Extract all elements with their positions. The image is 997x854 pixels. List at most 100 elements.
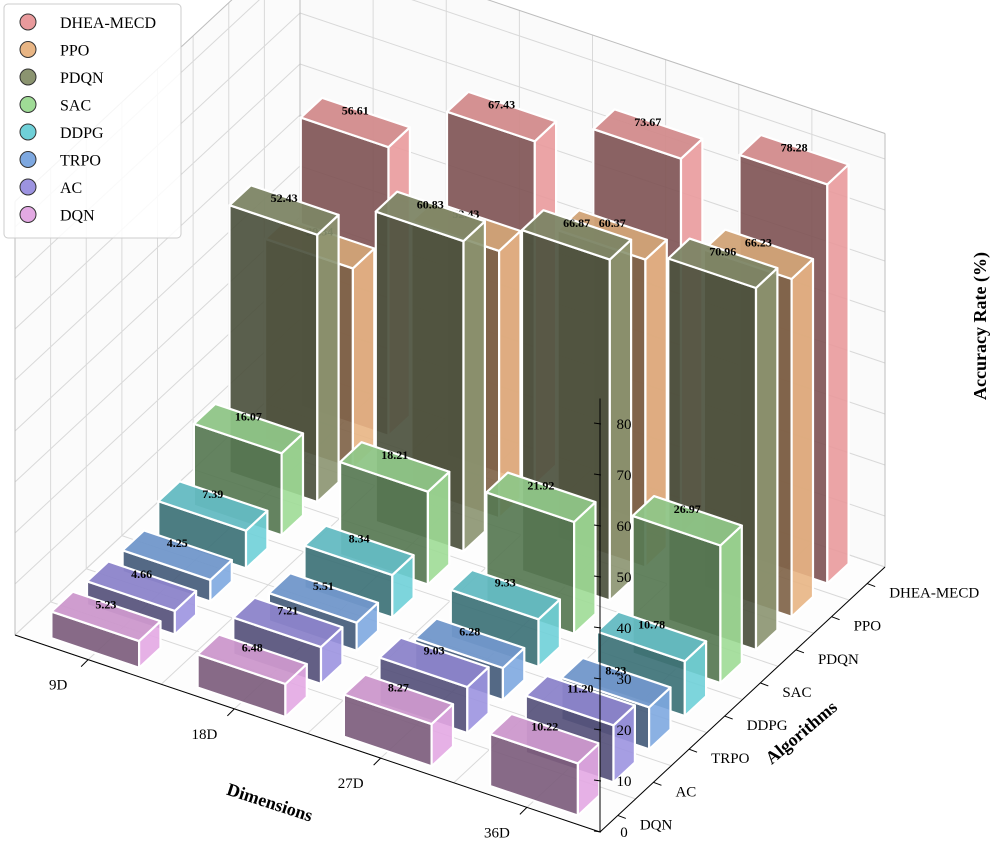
bar-top-face bbox=[667, 237, 779, 290]
y-tick-label: DQN bbox=[640, 817, 673, 833]
bar-top-face bbox=[50, 590, 162, 643]
y-axis-line bbox=[599, 566, 886, 833]
bar-value-label: 60.37 bbox=[599, 216, 626, 230]
bar-value-label: 10.78 bbox=[638, 618, 665, 632]
z-tick-label: 10 bbox=[617, 774, 632, 790]
bar-top-face bbox=[445, 90, 558, 143]
x-tick-mark bbox=[519, 807, 528, 815]
bar-value-label: 10.22 bbox=[531, 720, 558, 734]
z-tick-mark bbox=[593, 575, 602, 578]
bar-value-label: 5.51 bbox=[313, 579, 334, 593]
x-axis-line bbox=[14, 634, 601, 833]
z-axis: 0 10 20 30 40 50 60 70 80 Accuracy Rate (%) bbox=[593, 252, 991, 841]
x-tick-label: 27D bbox=[338, 776, 364, 792]
bar-dqn-9d: 5.23 bbox=[50, 590, 162, 669]
bar-value-label: 6.48 bbox=[242, 640, 263, 654]
z-tick-mark bbox=[593, 779, 602, 782]
legend-label: DHEA-MECD bbox=[60, 15, 156, 32]
bar-top-face bbox=[157, 480, 269, 532]
legend-label: DDPG bbox=[60, 125, 104, 142]
bar-top-face bbox=[489, 712, 601, 765]
y-tick-label: PDQN bbox=[818, 652, 859, 668]
legend-label: SAC bbox=[60, 98, 91, 115]
bar-value-label: 18.21 bbox=[381, 448, 408, 462]
y-tick-label: DDPG bbox=[747, 718, 788, 734]
bar-top-face bbox=[595, 610, 708, 663]
legend[interactable]: DHEA-MECD PPO PDQN SAC DDPG TRPO AC DQN bbox=[3, 3, 182, 239]
y-tick-mark bbox=[617, 814, 626, 819]
bar-top-face bbox=[121, 529, 233, 582]
bar-side-face bbox=[572, 501, 597, 635]
bar-top-face bbox=[485, 471, 597, 524]
legend-marker bbox=[19, 68, 37, 86]
legend-marker bbox=[19, 13, 37, 31]
z-tick-label: 60 bbox=[617, 519, 632, 535]
x-tick-mark bbox=[227, 708, 235, 717]
bar-value-label: 70.96 bbox=[709, 244, 736, 258]
z-tick-mark bbox=[593, 626, 602, 629]
bar-value-label: 60.83 bbox=[417, 198, 444, 212]
bar-top-face bbox=[85, 560, 198, 613]
y-tick-mark bbox=[760, 682, 769, 687]
bar-side-face bbox=[826, 163, 850, 585]
bar-value-label: 78.28 bbox=[781, 141, 808, 155]
y-tick-label: SAC bbox=[782, 685, 811, 701]
bar-top-face bbox=[520, 209, 633, 261]
y-tick-mark bbox=[724, 715, 733, 720]
y-tick-label: PPO bbox=[854, 619, 882, 635]
legend-item-ac[interactable]: AC bbox=[19, 178, 82, 197]
bar-value-label: 9.03 bbox=[424, 643, 445, 657]
bar-top-face bbox=[738, 133, 850, 186]
y-tick-mark bbox=[867, 583, 876, 588]
bar-top-face bbox=[192, 402, 305, 455]
bar-value-label: 52.43 bbox=[271, 191, 298, 205]
bar-value-label: 4.25 bbox=[167, 536, 188, 550]
x-axis-title: Dimensions bbox=[224, 779, 315, 826]
legend-item-sac[interactable]: SAC bbox=[19, 96, 91, 115]
bar-value-label: 67.43 bbox=[488, 98, 515, 112]
legend-marker bbox=[19, 206, 37, 223]
bar-value-label: 4.66 bbox=[131, 567, 152, 581]
legend-item-pdqn[interactable]: PDQN bbox=[19, 68, 104, 87]
legend-marker bbox=[19, 41, 37, 58]
legend-marker bbox=[19, 123, 37, 141]
bar-top-face bbox=[378, 636, 490, 689]
bar-top-face bbox=[303, 524, 415, 577]
bar-value-label: 66.87 bbox=[563, 216, 590, 230]
legend-label: DQN bbox=[60, 208, 95, 225]
bar-top-face bbox=[449, 568, 562, 621]
legend-label: PPO bbox=[60, 43, 89, 60]
bar-side-face bbox=[719, 524, 743, 685]
bar-value-label: 66.23 bbox=[745, 235, 772, 249]
bar-value-label: 8.27 bbox=[388, 680, 409, 694]
z-tick-label: 70 bbox=[617, 468, 632, 484]
z-tick-mark bbox=[593, 677, 602, 680]
z-axis-title: Accuracy Rate (%) bbox=[970, 252, 991, 400]
legend-box[interactable] bbox=[3, 3, 182, 239]
bar-value-label: 16.07 bbox=[235, 410, 262, 424]
z-tick-mark bbox=[593, 728, 602, 731]
legend-item-ddpg[interactable]: DDPG bbox=[19, 123, 104, 142]
bar-value-label: 73.67 bbox=[634, 115, 661, 129]
legend-item-ppo[interactable]: PPO bbox=[19, 41, 89, 60]
y-tick-label: DHEA-MECD bbox=[889, 586, 979, 602]
legend-item-dhea-mecd[interactable]: DHEA-MECD bbox=[19, 13, 156, 32]
z-tick-label: 50 bbox=[617, 570, 632, 586]
pane-edge bbox=[486, 0, 886, 134]
legend-item-dqn[interactable]: DQN bbox=[19, 206, 95, 225]
bar-value-label: 5.23 bbox=[95, 597, 116, 611]
bar-dqn-36d: 10.22 bbox=[489, 712, 601, 817]
x-tick-mark bbox=[80, 659, 89, 667]
bar-ddpg-9d: 7.39 bbox=[157, 480, 269, 570]
x-tick-label: 9D bbox=[49, 678, 68, 694]
legend-item-trpo[interactable]: TRPO bbox=[19, 151, 101, 170]
bar-top-face bbox=[228, 184, 340, 236]
y-tick-mark bbox=[653, 781, 662, 786]
back-grid-line bbox=[411, 0, 886, 160]
z-tick-label: 0 bbox=[620, 825, 628, 841]
bar-value-label: 7.39 bbox=[202, 487, 223, 501]
bars: 56.6167.4373.6778.2839.3452.4360.3766.23… bbox=[50, 90, 850, 817]
y-tick-mark bbox=[831, 616, 840, 621]
